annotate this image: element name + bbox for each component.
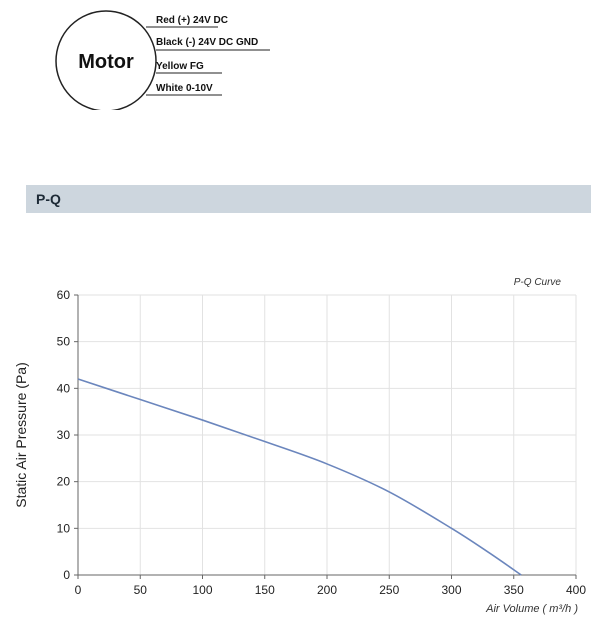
motor-circle	[55, 10, 157, 110]
x-axis-label: Air Volume ( m³/h )	[485, 603, 578, 615]
pq-chart: 0 50 100 150 200 250 300 350 400 0 10 20 30 40 50 60 P…	[13, 277, 587, 615]
x-tick-label: 150	[255, 583, 275, 597]
x-tick-label: 300	[441, 583, 461, 597]
y-tick-label: 50	[57, 335, 71, 349]
wire-label-yellow: Yellow FG	[156, 61, 204, 72]
y-tick-label: 0	[63, 568, 70, 582]
y-tick-label: 20	[57, 475, 71, 489]
x-tick-label: 200	[317, 583, 337, 597]
section-title: P-Q	[36, 191, 61, 207]
y-axis-label: Static Air Pressure (Pa)	[13, 362, 29, 508]
y-tick-label: 40	[57, 381, 71, 395]
axes	[77, 295, 576, 576]
chart-title: P-Q Curve	[514, 277, 562, 288]
x-tick-label: 400	[566, 583, 586, 597]
grid-lines	[74, 294, 577, 579]
wiring-diagram: Motor Red (+) 24V DC Black (-) 24V DC GN…	[55, 10, 270, 110]
x-tick-label: 50	[134, 583, 148, 597]
pq-curve-line	[77, 378, 522, 576]
x-tick-label: 0	[75, 583, 82, 597]
wire-label-white: White 0-10V	[156, 83, 213, 94]
x-tick-label: 100	[192, 583, 212, 597]
y-tick-label: 10	[57, 521, 71, 535]
wire-label-black: Black (-) 24V DC GND	[156, 37, 258, 48]
motor-label: Motor	[78, 51, 134, 73]
y-tick-label: 30	[57, 428, 71, 442]
section-header-bar: P-Q	[26, 185, 591, 213]
y-tick-labels: 0 10 20 30 40 50 60	[57, 288, 71, 582]
wire-label-red: Red (+) 24V DC	[156, 15, 228, 26]
x-tick-label: 350	[504, 583, 524, 597]
x-tick-labels: 0 50 100 150 200 250 300 350 400	[75, 583, 587, 597]
y-tick-label: 60	[57, 288, 71, 302]
x-tick-label: 250	[379, 583, 399, 597]
